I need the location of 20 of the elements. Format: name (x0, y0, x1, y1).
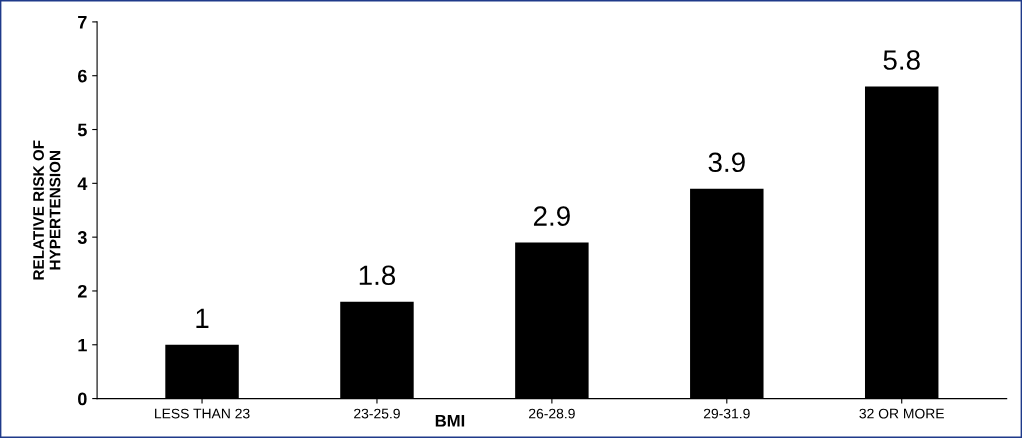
y-axis-title: RELATIVE RISK OF HYPERTENSION (33, 140, 61, 280)
data-label: 1.8 (359, 265, 396, 286)
data-label: 2.9 (533, 206, 570, 226)
y-tick-label: 0 (78, 392, 87, 406)
y-tick-label: 4 (77, 177, 88, 190)
y-tick-label: 7 (78, 16, 87, 29)
y-tick-label: 5 (77, 123, 87, 137)
y-tick-label: 2 (77, 284, 87, 298)
y-tick-label: 3 (77, 231, 87, 244)
x-tick-label: LESS THAN 23 (155, 408, 250, 419)
x-tick-label: 32 OR MORE (859, 408, 944, 419)
y-tick-label: 6 (77, 69, 87, 83)
data-label: 1 (196, 308, 209, 328)
x-tick-label: 26-28.9 (529, 408, 575, 419)
x-tick-label: 23-25.9 (354, 408, 400, 419)
y-tick-label: 1 (78, 338, 87, 352)
x-axis-title: BMI (435, 415, 465, 427)
data-label: 5.8 (883, 50, 920, 70)
data-label: 3.9 (708, 152, 745, 173)
x-tick-label: 29-31.9 (703, 408, 750, 419)
